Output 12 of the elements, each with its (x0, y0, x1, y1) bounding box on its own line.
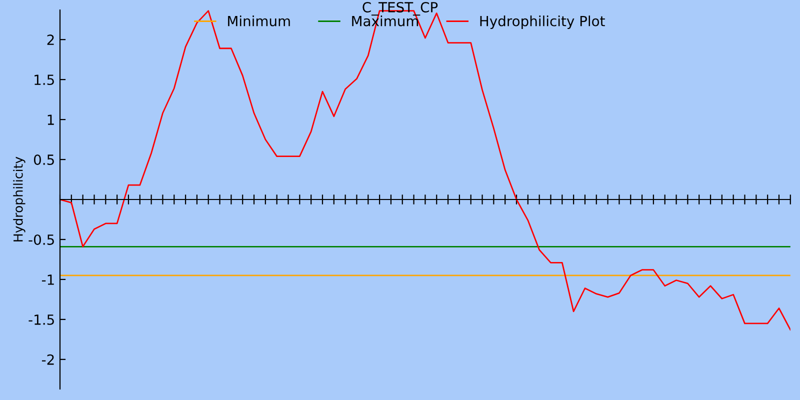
legend-label: Minimum (228, 16, 290, 26)
legend-label: Hydrophilicity Plot (480, 16, 605, 29)
y-tick-label: 2 (47, 34, 54, 45)
y-tick-label: 1.5 (34, 74, 54, 86)
y-tick-label: -1.5 (28, 314, 54, 325)
y-tick-label: -2 (42, 354, 54, 365)
y-tick-label: 0.5 (34, 154, 54, 165)
y-tick-label: -1 (42, 274, 54, 285)
y-tick-label: 1 (48, 114, 54, 125)
chart-title: C_TEST_CP (362, 2, 438, 16)
y-tick-label: -0.5 (28, 234, 54, 245)
y-axis-title: Hydrophilicity (13, 156, 26, 242)
